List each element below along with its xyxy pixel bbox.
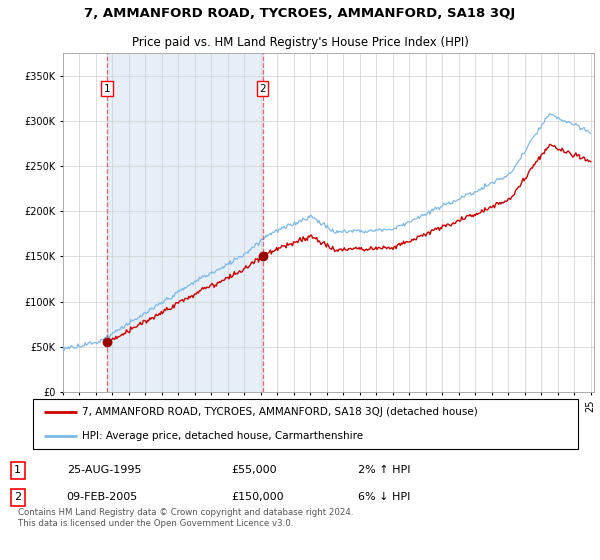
- Text: 7, AMMANFORD ROAD, TYCROES, AMMANFORD, SA18 3QJ (detached house): 7, AMMANFORD ROAD, TYCROES, AMMANFORD, S…: [82, 408, 478, 418]
- Text: 6% ↓ HPI: 6% ↓ HPI: [358, 492, 410, 502]
- Text: Contains HM Land Registry data © Crown copyright and database right 2024.
This d: Contains HM Land Registry data © Crown c…: [18, 508, 353, 528]
- Bar: [107, 53, 263, 392]
- Text: HPI: Average price, detached house, Carmarthenshire: HPI: Average price, detached house, Carm…: [82, 431, 364, 441]
- Text: £55,000: £55,000: [231, 465, 277, 475]
- Text: 1: 1: [103, 84, 110, 94]
- Text: 7, AMMANFORD ROAD, TYCROES, AMMANFORD, SA18 3QJ: 7, AMMANFORD ROAD, TYCROES, AMMANFORD, S…: [85, 7, 515, 20]
- Text: 2: 2: [259, 84, 266, 94]
- Text: 25-AUG-1995: 25-AUG-1995: [67, 465, 141, 475]
- Text: Price paid vs. HM Land Registry's House Price Index (HPI): Price paid vs. HM Land Registry's House …: [131, 36, 469, 49]
- Text: 2: 2: [14, 492, 22, 502]
- Text: 09-FEB-2005: 09-FEB-2005: [67, 492, 138, 502]
- Bar: [63, 53, 107, 392]
- Text: 2% ↑ HPI: 2% ↑ HPI: [358, 465, 410, 475]
- Text: £150,000: £150,000: [231, 492, 284, 502]
- FancyBboxPatch shape: [33, 399, 578, 449]
- Text: 1: 1: [14, 465, 21, 475]
